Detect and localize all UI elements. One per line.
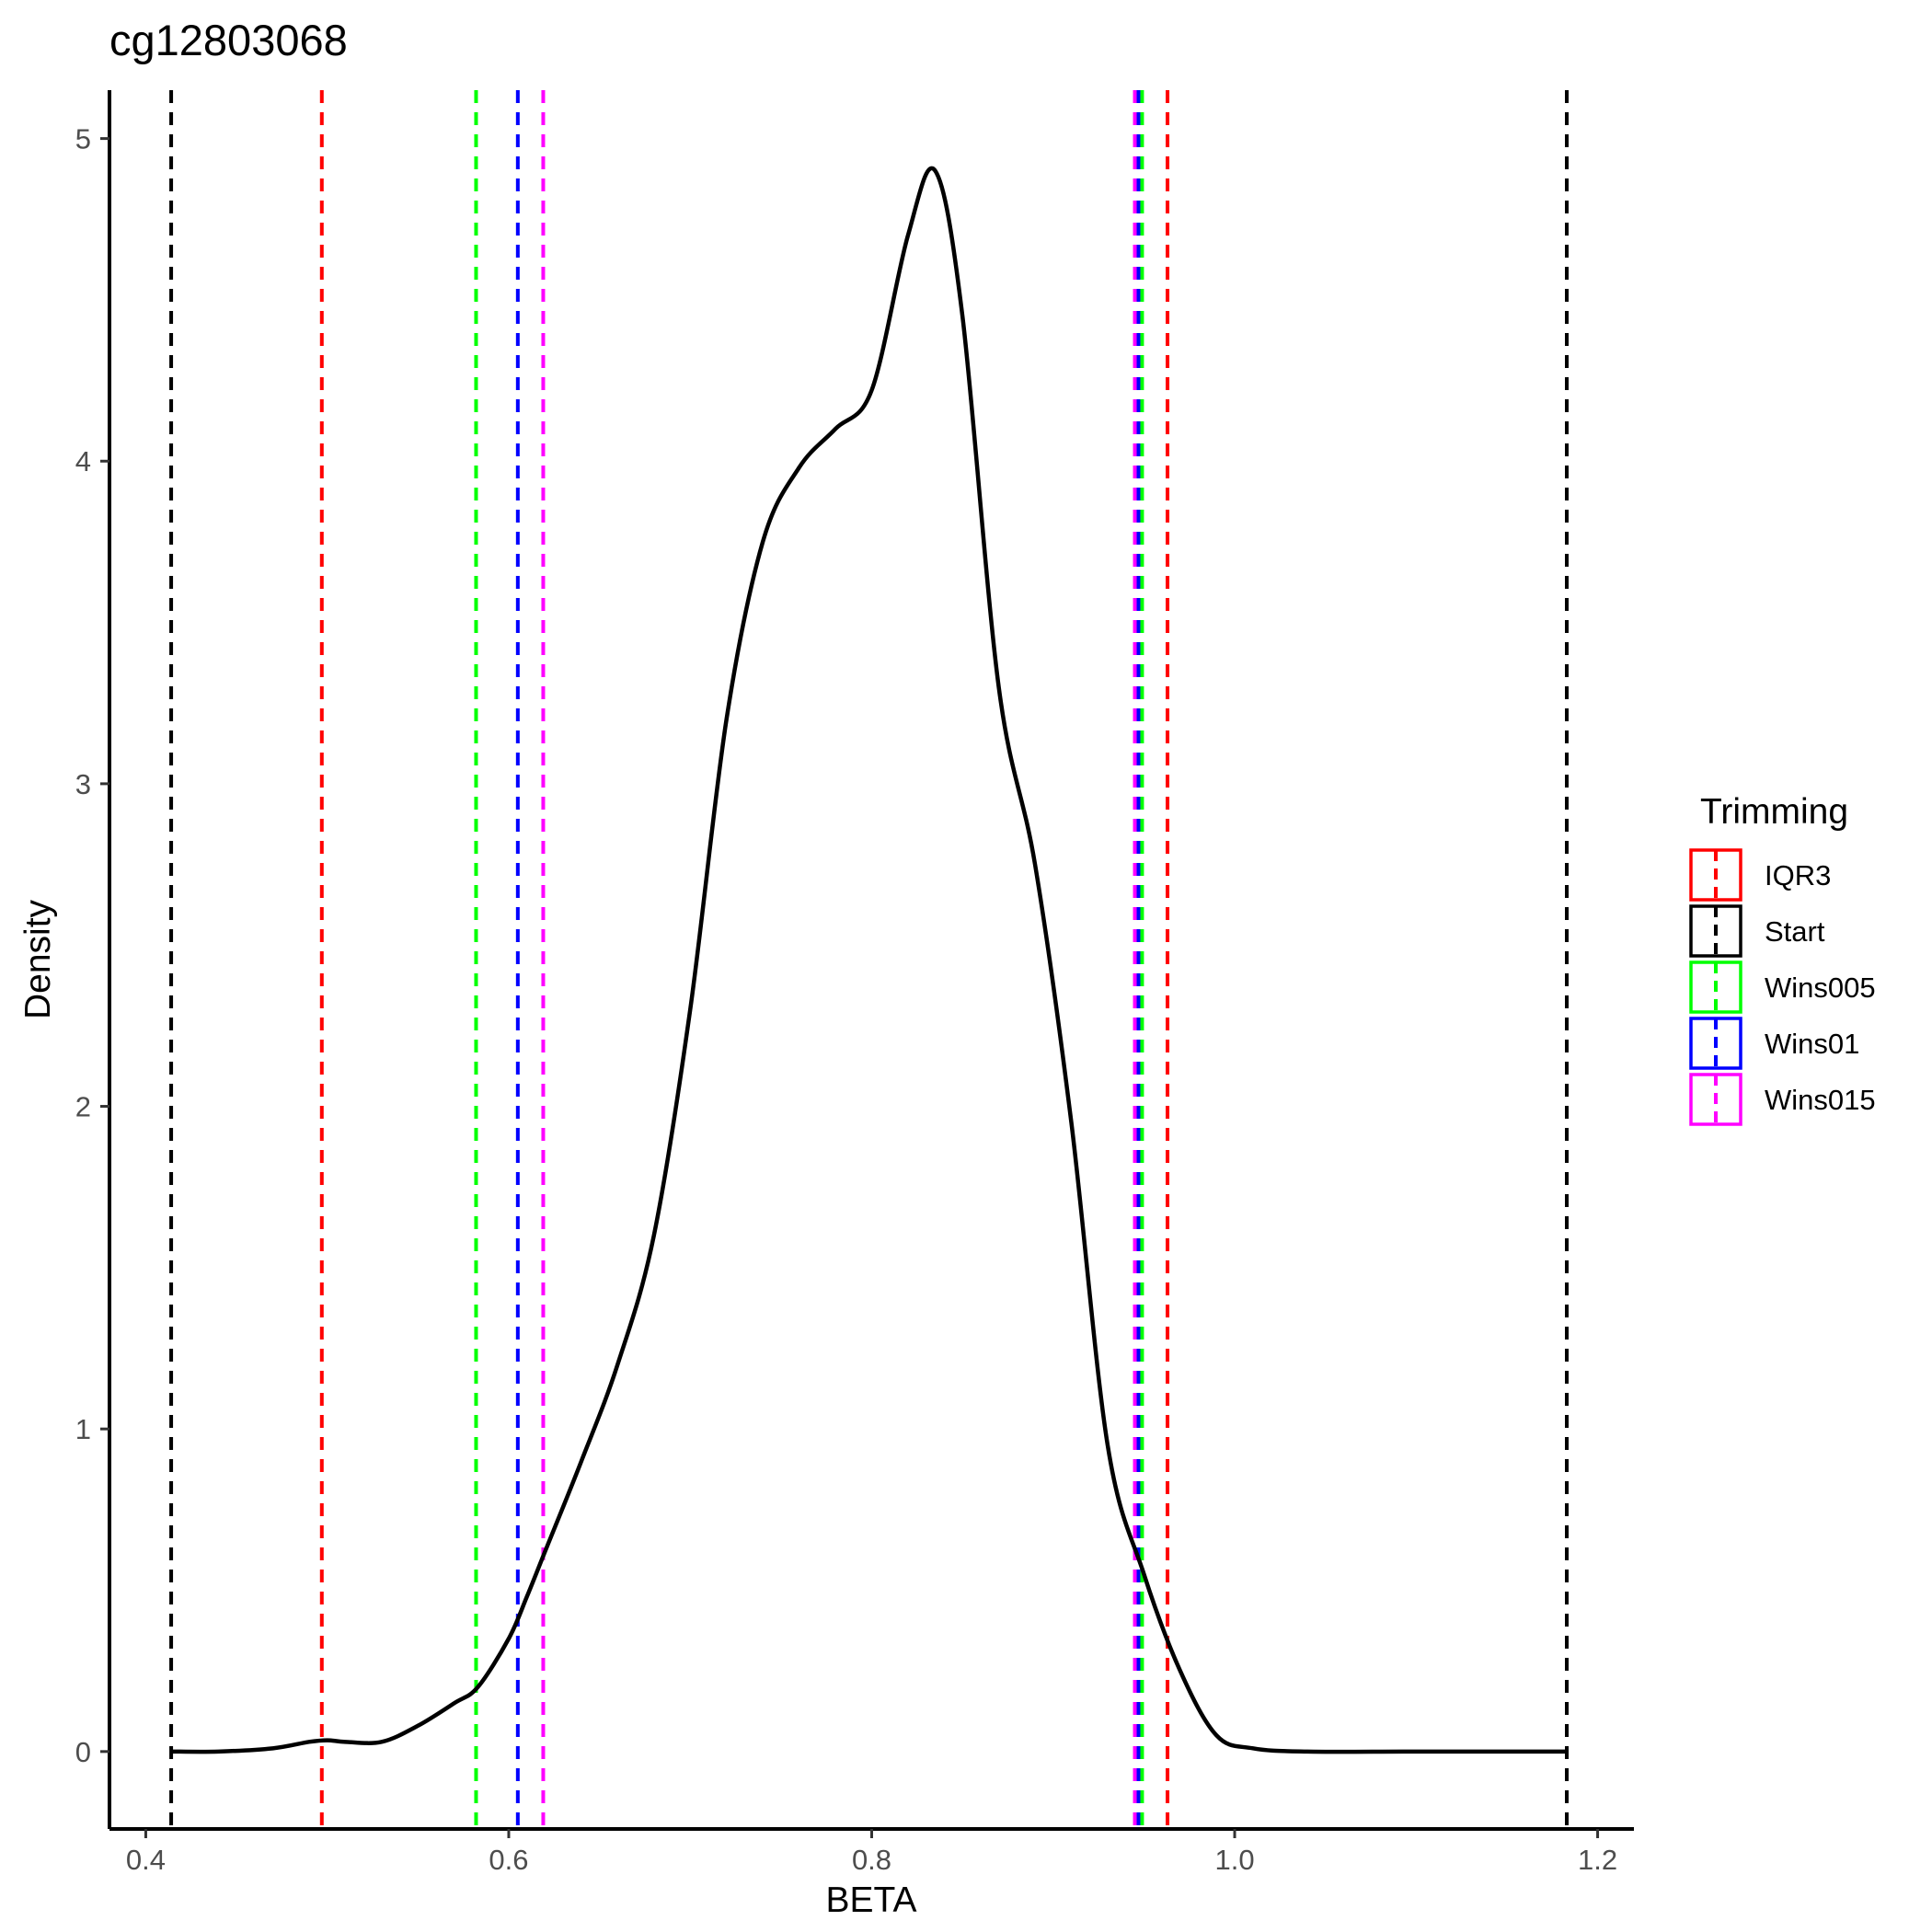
y-tick-label: 4	[75, 445, 91, 477]
x-axis-title: BETA	[826, 1880, 917, 1920]
trim-lines-layer	[169, 90, 1570, 1829]
legend-title: Trimming	[1700, 792, 1848, 832]
legend-label-wins005: Wins005	[1765, 972, 1876, 1004]
x-tick-label: 0.4	[126, 1844, 166, 1876]
legend: Trimming IQR3 Start Wins005 Wins01 Wins015	[1689, 792, 1876, 1126]
legend-label-wins01: Wins01	[1765, 1028, 1859, 1060]
y-tick-label: 2	[75, 1091, 91, 1123]
y-tick-label: 0	[75, 1736, 91, 1768]
x-tick-label: 0.6	[489, 1844, 528, 1876]
density-curve	[171, 166, 1568, 1754]
legend-label-wins015: Wins015	[1765, 1084, 1876, 1116]
x-tick-label: 0.8	[852, 1844, 891, 1876]
y-tick-label: 5	[75, 123, 91, 155]
x-tick-label: 1.0	[1214, 1844, 1254, 1876]
legend-label-iqr3: IQR3	[1765, 859, 1831, 891]
x-tick-label: 1.2	[1578, 1844, 1617, 1876]
y-tick-label: 1	[75, 1413, 91, 1445]
chart-title: cg12803068	[109, 16, 348, 64]
y-axis-ticks: 0 1 2 3 4 5	[75, 123, 109, 1768]
y-axis-title: Density	[18, 899, 58, 1019]
legend-label-start: Start	[1765, 915, 1825, 948]
x-axis-ticks: 0.4 0.6 0.8 1.0 1.2	[126, 1829, 1617, 1876]
y-tick-label: 3	[75, 768, 91, 800]
